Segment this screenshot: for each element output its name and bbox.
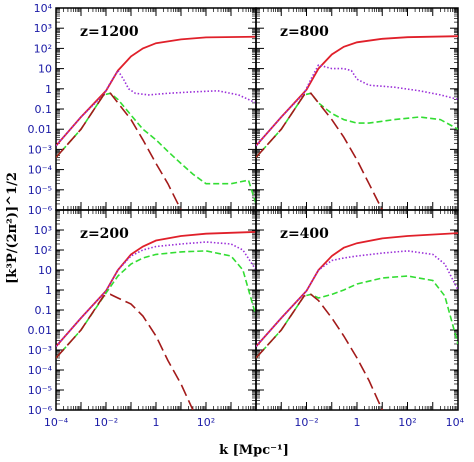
y-tick-label: 10²	[34, 244, 52, 257]
series-line-dashed	[56, 92, 256, 205]
panel-label: z=1200	[80, 24, 139, 40]
series-line-solid	[56, 35, 256, 147]
y-tick-label: 10⁻⁶	[28, 404, 53, 417]
y-tick-label: 10	[38, 264, 52, 277]
series-line-long-dash	[256, 92, 384, 210]
panel-label: z=800	[280, 24, 329, 40]
x-tick-label: 10⁴	[446, 416, 465, 429]
x-tick-label: 1	[153, 416, 160, 429]
y-tick-label: 10⁻³	[28, 143, 52, 156]
y-axis-title: [k³P/(2π²)]^1/2	[5, 172, 20, 284]
y-tick-label: 10⁻⁵	[28, 384, 52, 397]
x-axis-title: k [Mpc⁻¹]	[219, 443, 289, 458]
series-line-dashed	[256, 275, 458, 359]
y-tick-label: 10⁻⁴	[28, 164, 53, 177]
x-tick-label: 10⁻²	[294, 416, 318, 429]
y-tick-label: 0.1	[35, 304, 53, 317]
y-tick-label: 10⁻⁴	[28, 364, 53, 377]
y-tick-label: 0.01	[28, 123, 53, 136]
x-tick-label: 1	[354, 416, 361, 429]
series-line-dotted	[256, 250, 458, 348]
x-tick-label: 10⁻⁴	[44, 416, 69, 429]
y-tick-label: 10⁻³	[28, 344, 52, 357]
y-tick-label: 1	[45, 83, 52, 96]
series-line-long-dash	[256, 293, 384, 410]
series-line-long-dash	[56, 293, 194, 410]
series-line-solid	[256, 232, 458, 348]
series-line-long-dash	[56, 92, 182, 210]
x-tick-label: 10²	[398, 416, 416, 429]
panel-label: z=200	[80, 226, 129, 242]
series-line-solid	[56, 231, 256, 348]
y-tick-label: 10⁻⁵	[28, 184, 52, 197]
series-line-solid	[256, 35, 458, 147]
y-tick-label: 0.01	[28, 324, 53, 337]
series-line-dotted	[56, 241, 256, 348]
panel-label: z=400	[280, 226, 329, 242]
y-tick-label: 10²	[34, 42, 52, 55]
series-line-dashed	[56, 250, 256, 359]
y-tick-label: 10⁴	[34, 2, 53, 15]
series-line-dashed	[256, 92, 458, 158]
y-tick-label: 10⁻⁶	[28, 204, 53, 217]
series-line-dotted	[56, 69, 256, 147]
x-tick-label: 10⁻²	[94, 416, 118, 429]
y-tick-label: 10³	[34, 22, 52, 35]
series-line-dotted	[256, 64, 458, 147]
y-tick-label: 10³	[34, 224, 52, 237]
x-tick-label: 10²	[197, 416, 215, 429]
y-tick-label: 0.1	[35, 103, 53, 116]
y-tick-label: 1	[45, 284, 52, 297]
y-tick-label: 10	[38, 63, 52, 76]
